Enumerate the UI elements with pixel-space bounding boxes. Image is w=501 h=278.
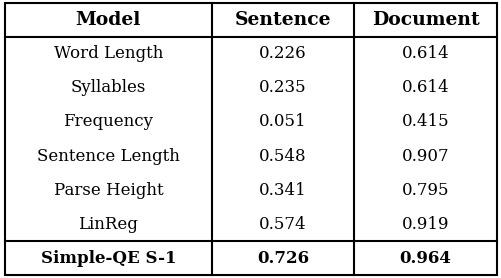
Text: Parse Height: Parse Height [54, 182, 163, 198]
Text: Frequency: Frequency [63, 113, 153, 130]
Text: 0.235: 0.235 [259, 80, 306, 96]
Text: Document: Document [371, 11, 478, 29]
Text: Sentence Length: Sentence Length [37, 148, 179, 165]
Text: 0.226: 0.226 [259, 45, 306, 62]
Text: Sentence: Sentence [234, 11, 331, 29]
Text: 0.614: 0.614 [401, 45, 448, 62]
Text: 0.051: 0.051 [259, 113, 306, 130]
Text: 0.919: 0.919 [401, 216, 448, 233]
Text: Model: Model [76, 11, 141, 29]
Text: 0.415: 0.415 [401, 113, 448, 130]
Text: Word Length: Word Length [54, 45, 163, 62]
Text: 0.964: 0.964 [399, 250, 451, 267]
Text: Simple-QE S-1: Simple-QE S-1 [41, 250, 176, 267]
Text: 0.614: 0.614 [401, 80, 448, 96]
Text: 0.574: 0.574 [259, 216, 306, 233]
Text: 0.548: 0.548 [259, 148, 306, 165]
Text: 0.795: 0.795 [401, 182, 448, 198]
Text: 0.341: 0.341 [259, 182, 306, 198]
Text: 0.726: 0.726 [257, 250, 309, 267]
Text: LinReg: LinReg [78, 216, 138, 233]
Text: Syllables: Syllables [71, 80, 146, 96]
Text: 0.907: 0.907 [401, 148, 448, 165]
